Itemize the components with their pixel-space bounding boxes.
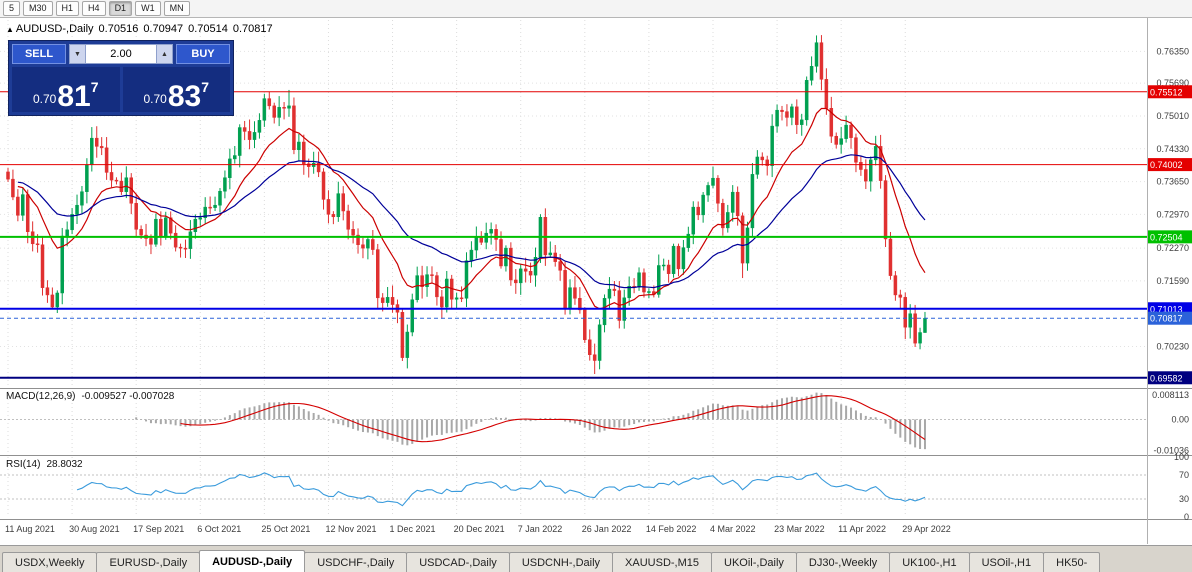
sell-price-display[interactable]: 0.70 81 7: [12, 67, 120, 112]
ohlc-high: 0.70947: [143, 23, 184, 35]
chart-symbol-label: AUDUSD-,Daily: [15, 23, 94, 35]
date-axis-label: 26 Jan 2022: [582, 524, 632, 534]
rsi-indicator-header: RSI(14) 28.8032: [6, 459, 83, 470]
volume-stepper: ▼ 2.00 ▲: [69, 44, 173, 64]
macd-indicator-header: MACD(12,26,9) -0.009527 -0.007028: [6, 391, 174, 402]
price-level-badge: [1148, 311, 1192, 325]
chart-tab-2[interactable]: AUDUSD-,Daily: [199, 550, 306, 572]
chart-tab-bar: USDX,Weekly EURUSD-,Daily AUDUSD-,Daily USD…: [0, 545, 1192, 572]
price-axis-label: 0.72270: [1156, 243, 1189, 253]
timeframe-button-5[interactable]: 5: [3, 1, 21, 16]
price-axis-label: 0.75010: [1156, 111, 1189, 121]
timeframe-button-h1[interactable]: H1: [55, 1, 80, 16]
price-level-badge-label: 0.69582: [1150, 373, 1183, 383]
buy-price-prefix: 0.70: [143, 92, 167, 106]
price-axis-label: 0.71590: [1156, 276, 1189, 286]
date-axis-label: 30 Aug 2021: [69, 524, 120, 534]
price-level-badge-label: 0.72504: [1150, 232, 1183, 242]
rsi-value: 28.8032: [46, 459, 83, 470]
macd-axis-label: 0.008113: [1152, 390, 1189, 400]
price-level-badge: [1148, 85, 1192, 99]
macd-axis-label: -0.01036: [1153, 446, 1189, 456]
chart-tab-11[interactable]: HK50-: [1043, 552, 1101, 572]
macd-name: MACD(12,26,9): [6, 391, 76, 402]
chart-title-arrow-icon: ▲: [6, 25, 14, 34]
rsi-name: RSI(14): [6, 459, 41, 470]
macd-axis-label: 0.00: [1171, 415, 1189, 425]
timeframe-button-w1[interactable]: W1: [135, 1, 161, 16]
chart-tab-4[interactable]: USDCAD-,Daily: [406, 552, 510, 572]
date-axis-label: 23 Mar 2022: [774, 524, 825, 534]
rsi-axis-label: 100: [1174, 452, 1189, 462]
chart-tab-8[interactable]: DJ30-,Weekly: [795, 552, 891, 572]
price-level-badge-label: 0.71013: [1150, 304, 1183, 314]
price-level-badge-label: 0.70817: [1150, 314, 1183, 324]
rsi-axis-label: 0: [1184, 512, 1189, 522]
macd-values: -0.009527 -0.007028: [81, 391, 175, 402]
date-axis-label: 29 Apr 2022: [902, 524, 951, 534]
date-axis-label: 4 Mar 2022: [710, 524, 756, 534]
chart-tab-3[interactable]: USDCHF-,Daily: [304, 552, 408, 572]
price-level-badge: [1148, 158, 1192, 172]
price-axis-label: 0.75690: [1156, 78, 1189, 88]
date-axis-label: 12 Nov 2021: [325, 524, 376, 534]
buy-price-main: 83: [167, 79, 202, 113]
date-axis-label: 6 Oct 2021: [197, 524, 241, 534]
one-click-trading-panel: SELL ▼ 2.00 ▲ BUY 0.70 81 7 0.70 83 7: [8, 40, 234, 116]
chart-tab-7[interactable]: UKOil-,Daily: [711, 552, 797, 572]
price-axis-label: 0.74330: [1156, 144, 1189, 154]
price-level-badge: [1148, 230, 1192, 244]
date-axis-label: 20 Dec 2021: [454, 524, 505, 534]
volume-increase-button[interactable]: ▲: [156, 44, 173, 64]
price-level-badge: [1148, 371, 1192, 385]
ohlc-close: 0.70817: [232, 23, 273, 35]
rsi-axis-label: 30: [1179, 494, 1189, 504]
volume-input[interactable]: 2.00: [86, 44, 156, 64]
price-axis-label: 0.70230: [1156, 342, 1189, 352]
chart-tab-9[interactable]: UK100-,H1: [889, 552, 970, 572]
price-level-badge-label: 0.74002: [1150, 160, 1183, 170]
sell-price-pip: 7: [90, 79, 99, 95]
buy-price-display[interactable]: 0.70 83 7: [122, 67, 230, 113]
timeframe-button-mn[interactable]: MN: [163, 1, 190, 16]
timeframe-button-d1[interactable]: D1: [108, 1, 133, 16]
chart-tab-5[interactable]: USDCNH-,Daily: [508, 552, 614, 572]
volume-decrease-button[interactable]: ▼: [69, 44, 86, 64]
sell-button[interactable]: SELL: [12, 44, 66, 64]
date-axis-label: 11 Apr 2022: [838, 524, 886, 534]
chart-tab-10[interactable]: USOil-,H1: [968, 552, 1045, 572]
timeframe-button-m30[interactable]: M30: [23, 1, 53, 16]
timeframe-button-h4[interactable]: H4: [82, 1, 106, 16]
chart-tab-1[interactable]: EURUSD-,Daily: [96, 552, 201, 572]
sell-price-main: 81: [57, 79, 91, 113]
date-axis-label: 1 Dec 2021: [390, 524, 436, 534]
price-level-badge-label: 0.75512: [1150, 87, 1183, 97]
ohlc-low: 0.70514: [188, 23, 228, 35]
sell-price-prefix: 0.70: [32, 92, 57, 106]
chart-tab-0[interactable]: USDX,Weekly: [2, 552, 98, 572]
price-axis-label: 0.72970: [1156, 209, 1189, 219]
rsi-axis-label: 70: [1179, 470, 1189, 480]
buy-price-pip: 7: [201, 79, 210, 95]
date-axis-label: 11 Aug 2021: [5, 524, 55, 534]
timeframe-toolbar: 5 M30 H1 H4 D1 W1 MN: [0, 0, 1192, 18]
date-axis-label: 14 Feb 2022: [646, 524, 697, 534]
date-axis-label: 25 Oct 2021: [261, 524, 310, 534]
price-axis-label: 0.73650: [1156, 177, 1189, 187]
price-axis-label: 0.76350: [1156, 46, 1189, 56]
ohlc-open: 0.70516: [98, 23, 139, 35]
buy-button[interactable]: BUY: [176, 44, 230, 64]
chart-tab-6[interactable]: XAUUSD-,M15: [612, 552, 713, 572]
chart-title: ▲ AUDUSD-,Daily 0.70516 0.70947 0.70514 0.708…: [6, 23, 273, 35]
date-axis-label: 7 Jan 2022: [518, 524, 563, 534]
date-axis-label: 17 Sep 2021: [133, 524, 184, 534]
